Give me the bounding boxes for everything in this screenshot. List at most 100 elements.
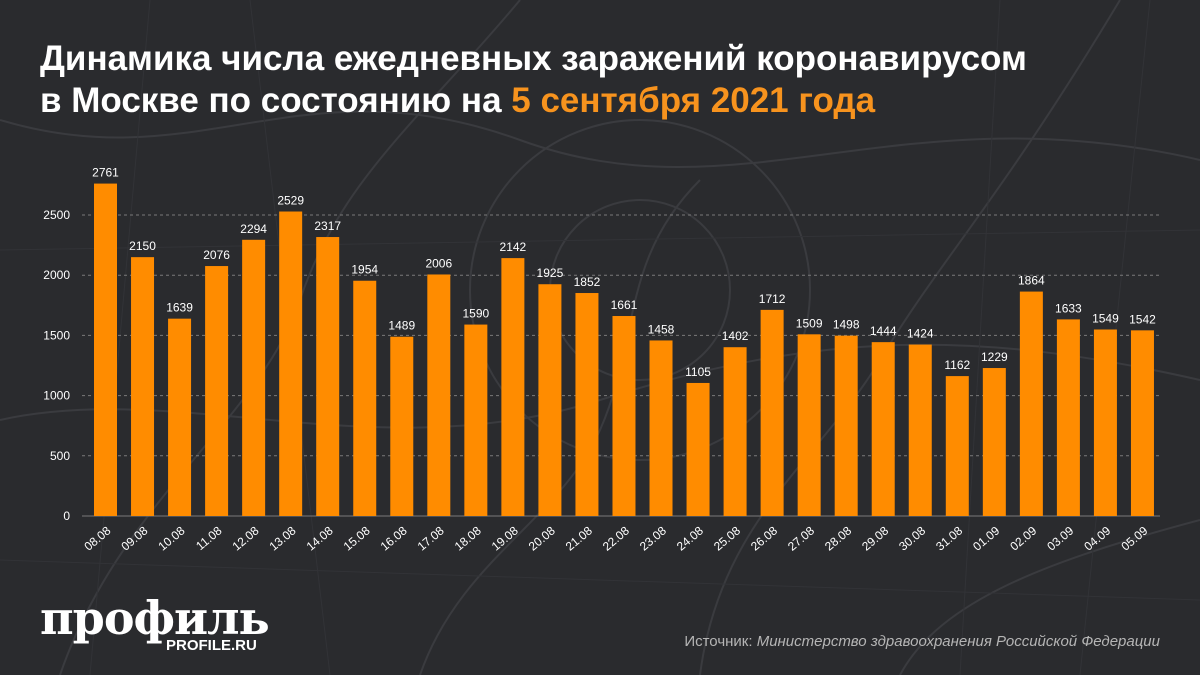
data-label: 2006	[425, 256, 452, 270]
data-label: 2150	[129, 239, 156, 253]
y-tick-label: 2500	[43, 208, 70, 222]
data-label: 1424	[907, 327, 934, 341]
y-tick-label: 1500	[43, 328, 70, 342]
x-tick-label: 19.08	[489, 523, 521, 553]
title-prefix: в Москве по состоянию на	[40, 81, 512, 120]
data-label: 1105	[685, 365, 711, 379]
data-label: 1549	[1092, 312, 1119, 326]
x-tick-label: 13.08	[267, 523, 299, 553]
chart-title: Динамика числа ежедневных заражений коро…	[40, 38, 1170, 122]
x-tick-label: 05.09	[1118, 523, 1150, 553]
title-date-accent: 5 сентября 2021 года	[511, 81, 876, 120]
bar	[131, 257, 155, 516]
data-label: 2142	[500, 240, 527, 254]
x-tick-label: 24.08	[674, 523, 706, 553]
data-label: 1458	[648, 322, 675, 336]
bar	[612, 316, 636, 516]
bar	[945, 376, 969, 516]
x-tick-label: 03.09	[1044, 523, 1076, 553]
bar	[575, 293, 599, 516]
x-tick-label: 28.08	[822, 523, 854, 553]
data-label: 2529	[277, 194, 304, 208]
x-tick-label: 10.08	[155, 523, 187, 553]
x-tick-label: 25.08	[711, 523, 743, 553]
x-tick-label: 17.08	[415, 523, 447, 553]
bar	[686, 382, 710, 516]
x-tick-label: 18.08	[452, 523, 484, 553]
bar	[501, 258, 525, 516]
bar	[723, 347, 747, 516]
source-prefix: Источник:	[684, 633, 757, 650]
x-tick-label: 23.08	[637, 523, 669, 553]
data-label: 1590	[462, 307, 489, 321]
data-label: 1498	[833, 318, 860, 332]
x-tick-label: 26.08	[748, 523, 780, 553]
source-note: Источник: Министерство здравоохранения Р…	[684, 633, 1160, 650]
bar	[427, 274, 451, 516]
y-tick-label: 0	[63, 509, 70, 523]
bar	[908, 344, 932, 516]
bar	[760, 309, 784, 516]
profile-logo: профиль PROFILE.RU	[40, 591, 270, 654]
data-label: 2761	[92, 166, 119, 180]
bar	[1093, 329, 1117, 516]
bar	[316, 237, 340, 516]
x-tick-label: 01.09	[970, 523, 1002, 553]
x-tick-label: 21.08	[563, 523, 595, 553]
data-label: 1712	[759, 292, 786, 306]
y-tick-label: 500	[50, 449, 70, 463]
bar	[797, 334, 821, 516]
x-tick-label: 02.09	[1007, 523, 1039, 553]
source-value: Министерство здравоохранения Российской …	[756, 633, 1160, 650]
data-label: 1633	[1055, 301, 1082, 315]
title-line-2: в Москве по состоянию на 5 сентября 2021…	[40, 80, 1170, 122]
bar	[834, 335, 858, 516]
x-tick-label: 12.08	[230, 523, 262, 553]
x-tick-label: 04.09	[1081, 523, 1113, 553]
data-label: 1864	[1018, 274, 1045, 288]
x-tick-label: 09.08	[118, 523, 150, 553]
title-line-1: Динамика числа ежедневных заражений коро…	[40, 39, 1027, 78]
bar	[353, 280, 377, 516]
data-label: 1954	[351, 263, 378, 277]
data-label: 1639	[166, 301, 193, 315]
data-label: 1489	[388, 319, 415, 333]
x-tick-label: 11.08	[193, 523, 225, 553]
data-label: 1661	[611, 298, 638, 312]
bar	[982, 368, 1006, 516]
data-label: 1444	[870, 324, 897, 338]
bar	[390, 336, 414, 516]
x-tick-label: 08.08	[81, 523, 113, 553]
y-tick-label: 2000	[43, 268, 70, 282]
x-tick-label: 29.08	[859, 523, 891, 553]
data-label: 1229	[981, 350, 1008, 364]
bar	[464, 324, 488, 516]
x-tick-label: 22.08	[600, 523, 632, 553]
bar	[1130, 330, 1154, 516]
x-tick-label: 31.08	[933, 523, 965, 553]
data-label: 1402	[722, 329, 749, 343]
bar	[649, 340, 673, 516]
data-label: 1542	[1129, 312, 1156, 326]
bar	[205, 266, 229, 516]
bar	[168, 318, 192, 516]
bar	[279, 211, 303, 516]
bar	[1056, 319, 1080, 516]
data-label: 1925	[537, 266, 564, 280]
logo-wordmark: профиль	[40, 591, 270, 645]
bar	[242, 239, 266, 516]
data-label: 2076	[203, 248, 230, 262]
data-label: 2294	[240, 222, 267, 236]
bar	[538, 284, 562, 516]
bar	[1019, 291, 1043, 516]
bar	[94, 183, 117, 516]
data-label: 1162	[944, 358, 970, 372]
x-tick-label: 20.08	[526, 523, 558, 553]
y-tick-label: 1000	[43, 389, 70, 403]
data-label: 1509	[796, 316, 823, 330]
x-tick-label: 15.08	[341, 523, 373, 553]
x-tick-label: 16.08	[378, 523, 410, 553]
x-tick-label: 27.08	[785, 523, 817, 553]
logo-domain: PROFILE.RU	[166, 637, 257, 654]
